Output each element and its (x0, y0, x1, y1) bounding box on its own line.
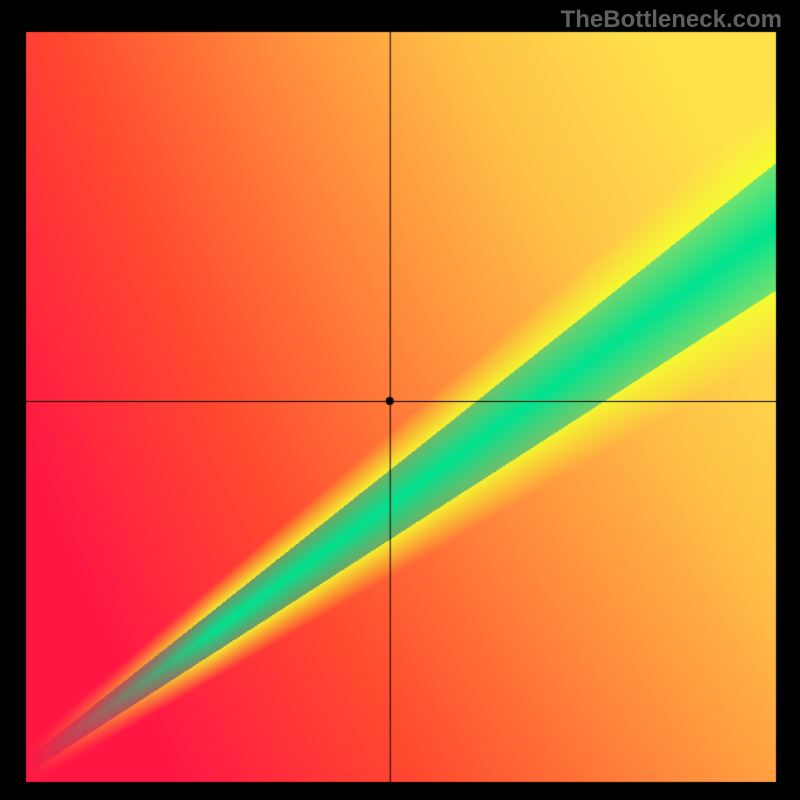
bottleneck-heatmap (0, 0, 800, 800)
watermark-label: TheBottleneck.com (561, 6, 782, 34)
chart-container: TheBottleneck.com (0, 0, 800, 800)
